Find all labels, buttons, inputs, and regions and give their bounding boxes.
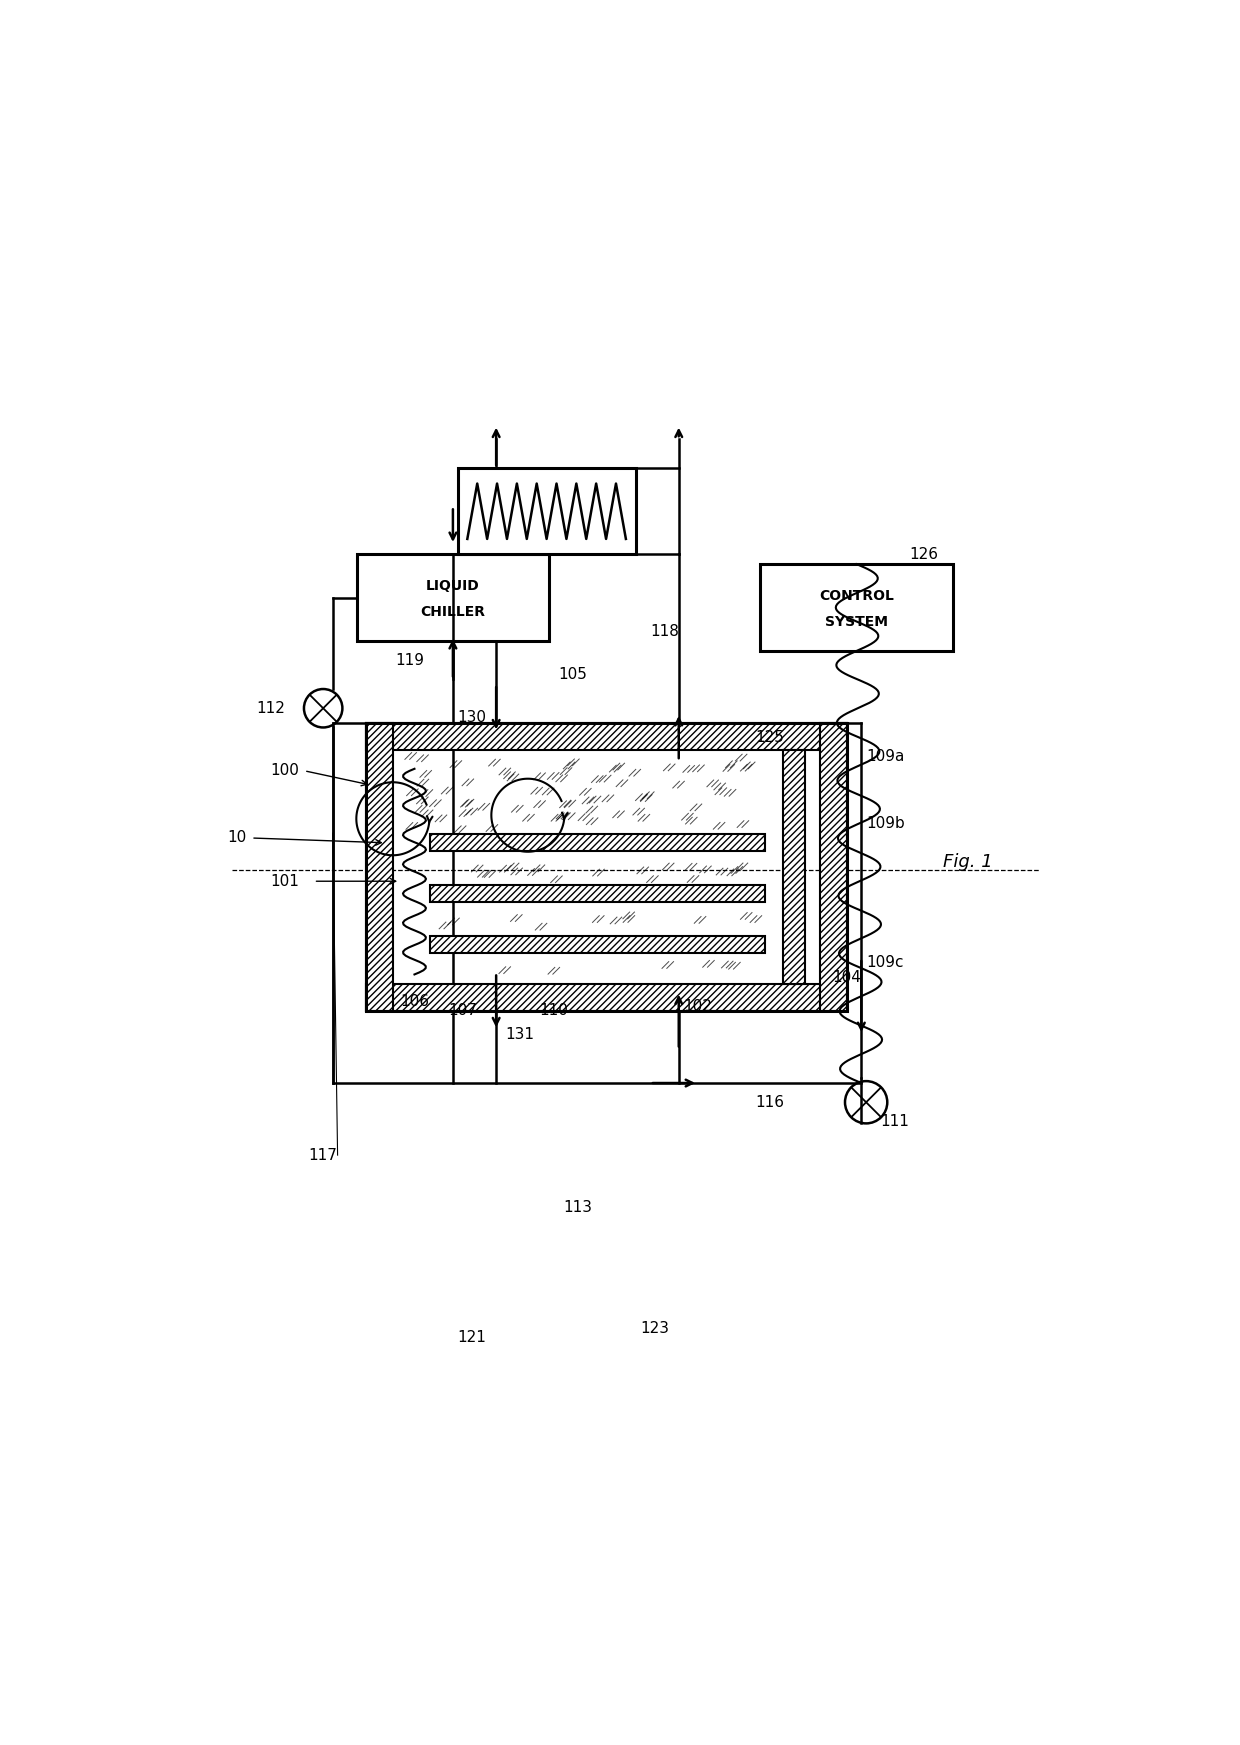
Bar [430,885,765,902]
Text: 109b: 109b [866,817,905,831]
Text: 113: 113 [563,1201,593,1216]
Text: 118: 118 [650,625,678,639]
Bar [367,722,393,1010]
Bar [367,722,847,1010]
Bar [820,722,847,1010]
Text: 125: 125 [755,729,785,745]
Bar [430,935,765,953]
Bar [430,834,765,852]
Text: 104: 104 [832,970,862,984]
Text: 117: 117 [309,1148,337,1162]
Text: 102: 102 [683,998,713,1014]
Bar [430,834,765,852]
Text: CONTROL: CONTROL [820,588,894,602]
Bar [784,750,805,984]
Text: 111: 111 [880,1113,909,1129]
Bar [367,722,847,750]
Text: 110: 110 [539,1003,568,1019]
Text: 116: 116 [755,1094,785,1110]
Bar [430,935,765,953]
Bar [430,885,765,902]
Text: 101: 101 [270,874,299,888]
Bar [458,468,635,555]
Text: 100: 100 [270,763,299,778]
Text: 109c: 109c [867,956,904,970]
Bar [367,984,847,1010]
Text: 114: 114 [491,518,521,534]
Text: 107: 107 [448,1003,477,1019]
Text: SYSTEM: SYSTEM [825,614,888,628]
Text: Fig. 1: Fig. 1 [942,853,993,871]
Text: 105: 105 [558,667,588,682]
Text: 10: 10 [227,831,247,846]
Text: 130: 130 [458,710,486,726]
Text: 119: 119 [396,653,424,668]
Text: 126: 126 [909,546,939,562]
Bar [784,750,805,984]
Text: 131: 131 [506,1028,534,1042]
Text: 106: 106 [401,995,429,1009]
Text: CHILLER: CHILLER [420,606,485,619]
Text: 123: 123 [640,1321,670,1335]
Text: LIQUID: LIQUID [427,579,480,593]
Text: 112: 112 [255,701,285,715]
Text: 121: 121 [458,1330,486,1345]
Bar [760,564,952,651]
Bar [357,555,549,640]
Text: 109a: 109a [867,749,904,764]
